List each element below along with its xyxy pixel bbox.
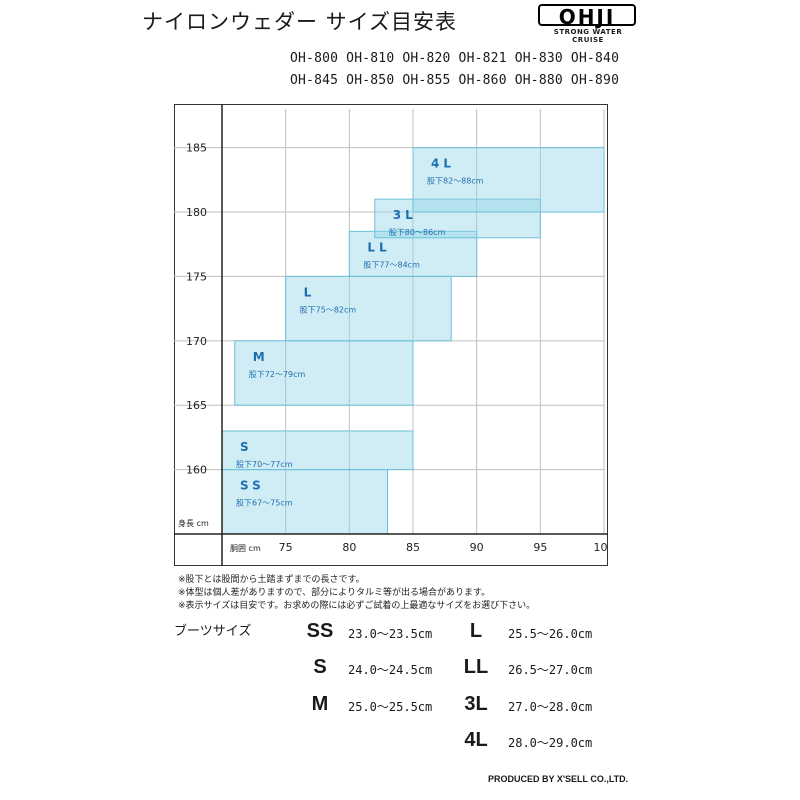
y-tick-label: 170	[186, 335, 207, 348]
region-name-s: S	[240, 440, 253, 454]
boot-size-l: L	[469, 620, 483, 642]
boot-size-s: S	[313, 656, 327, 678]
note-2: ※体型は個人差がありますので、部分によりタルミ等が出る場合があります。	[178, 588, 491, 598]
brand-logo: OHJI STRONG WATER CRUISE	[538, 4, 638, 44]
boot-size-ll: LL	[463, 656, 489, 678]
x-tick-label: 100	[594, 541, 609, 554]
region-name-ll: LL	[367, 240, 390, 254]
y-tick-label: 185	[186, 142, 207, 155]
y-axis-label: 身長 cm	[178, 518, 209, 528]
boot-size-4l: 4L	[464, 729, 488, 751]
x-tick-label: 80	[342, 541, 356, 554]
boot-size-ss: SS	[306, 620, 334, 642]
boot-range-l: 25.5〜26.0cm	[508, 627, 593, 641]
note-3: ※表示サイズは目安です。お求めの際には必ずご試着の上最適なサイズをお選び下さい。	[178, 601, 536, 611]
region-name-l: L	[304, 285, 316, 299]
region-name-m: M	[253, 350, 269, 364]
page-title: ナイロンウェダー サイズ目安表	[142, 10, 458, 34]
logo-tagline: STRONG WATER CRUISE	[553, 28, 623, 44]
region-inseam-3l: 股下80〜86cm	[389, 228, 446, 237]
chart-frame	[174, 104, 608, 566]
x-axis-label: 胴囲 cm	[230, 544, 261, 553]
boot-size-3l: 3L	[464, 693, 488, 715]
region-inseam-s: 股下70〜77cm	[236, 460, 293, 469]
size-region-ss	[221, 469, 389, 535]
region-inseam-ll: 股下77〜84cm	[363, 260, 420, 269]
footer-credit: PRODUCED BY X'SELL CO.,LTD.	[488, 774, 629, 784]
y-tick-label: 165	[186, 399, 207, 412]
size-region-l	[285, 275, 452, 342]
x-tick-label: 75	[279, 541, 293, 554]
model-list-line-1: OH-800 OH-810 OH-820 OH-821 OH-830 OH-84…	[290, 51, 620, 66]
boot-size-m: M	[311, 693, 329, 715]
region-inseam-4l: 股下82〜88cm	[427, 177, 484, 186]
boot-range-s: 24.0〜24.5cm	[348, 663, 433, 677]
model-list-line-2: OH-845 OH-850 OH-855 OH-860 OH-880 OH-89…	[290, 73, 620, 88]
x-tick-label: 95	[533, 541, 547, 554]
boot-range-3l: 27.0〜28.0cm	[508, 700, 593, 714]
size-region-ll	[348, 230, 478, 277]
x-tick-label: 85	[406, 541, 420, 554]
boot-range-4l: 28.0〜29.0cm	[508, 736, 593, 750]
boot-range-ss: 23.0〜23.5cm	[348, 627, 433, 641]
boot-range-ll: 26.5〜27.0cm	[508, 663, 593, 677]
size-region-4l	[412, 147, 605, 213]
size-region-3l	[374, 198, 541, 239]
region-name-ss: SS	[240, 479, 265, 493]
size-region-s	[221, 430, 414, 471]
boots-size-label: ブーツサイズ	[174, 624, 252, 639]
boot-range-m: 25.0〜25.5cm	[348, 700, 433, 714]
y-tick-label: 180	[186, 206, 207, 219]
size-chart: SS 股下67〜75cm S 股下70〜77cm M 股下72〜79cm L 股下75〜82c…	[174, 104, 608, 566]
y-tick-label: 160	[186, 464, 207, 477]
region-inseam-m: 股下72〜79cm	[249, 370, 306, 379]
region-name-4l: 4L	[431, 157, 455, 171]
logo-mark: OHJI	[538, 4, 636, 28]
x-tick-label: 90	[470, 541, 484, 554]
region-inseam-ss: 股下67〜75cm	[236, 499, 293, 508]
note-1: ※股下とは股間から土踏まずまでの長さです。	[178, 575, 365, 585]
region-inseam-l: 股下75〜82cm	[300, 305, 357, 314]
region-name-3l: 3L	[393, 208, 417, 222]
y-tick-label: 175	[186, 270, 207, 283]
